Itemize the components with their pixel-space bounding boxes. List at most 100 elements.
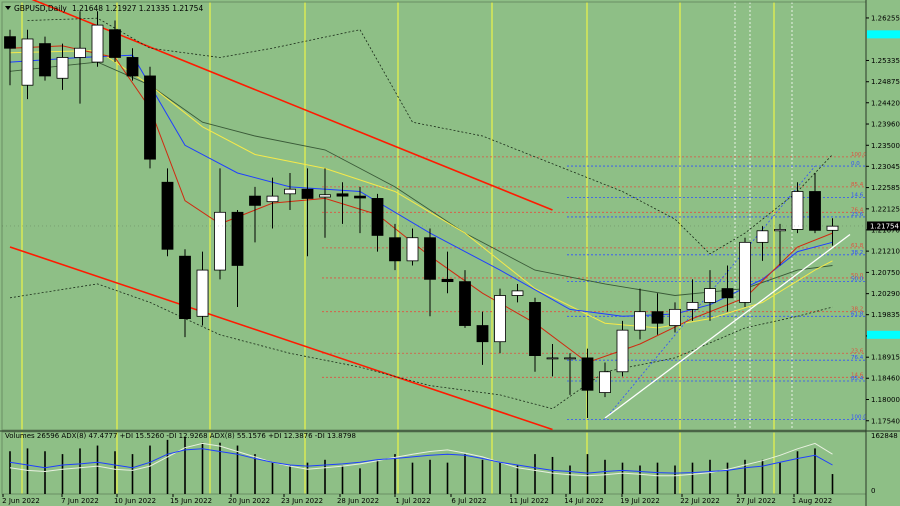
price-tick-label: 1.20290 bbox=[871, 290, 900, 298]
candle[interactable] bbox=[389, 223, 401, 271]
fib-label-red: 23.6 bbox=[851, 348, 864, 354]
price-axis: 1.26255 1.25335 1.24875 1.24420 1.23960 1.235… bbox=[865, 0, 900, 506]
adx-line-white bbox=[9, 442, 833, 477]
candle[interactable] bbox=[546, 344, 559, 377]
channel-lower-line bbox=[9, 246, 553, 431]
candle[interactable] bbox=[56, 43, 69, 90]
candle-body-bear bbox=[336, 193, 349, 197]
candle[interactable] bbox=[511, 283, 524, 303]
candle[interactable] bbox=[144, 66, 156, 169]
candle-body-bear bbox=[459, 281, 471, 326]
candle[interactable] bbox=[599, 362, 611, 398]
candle-body-bear bbox=[581, 357, 594, 391]
fib-label-blue: 14.6 bbox=[851, 193, 864, 199]
candle[interactable] bbox=[214, 168, 226, 280]
candle[interactable] bbox=[791, 182, 804, 234]
fib-label-blue: 23.6 bbox=[851, 212, 864, 218]
candle-body-bull bbox=[406, 237, 419, 262]
candle[interactable] bbox=[476, 311, 489, 365]
candle-body-bull bbox=[494, 295, 506, 343]
candle[interactable] bbox=[301, 168, 314, 257]
candle[interactable] bbox=[231, 209, 244, 308]
candle[interactable] bbox=[529, 297, 541, 372]
price-tick-label: 1.18460 bbox=[871, 375, 900, 383]
candle-body-bull bbox=[564, 357, 576, 360]
candle-body-bear bbox=[371, 198, 384, 236]
candle[interactable] bbox=[581, 348, 594, 418]
candle[interactable] bbox=[424, 228, 436, 317]
symbol-dropdown-icon[interactable] bbox=[5, 6, 11, 10]
current-price-tag bbox=[867, 221, 900, 231]
candle[interactable] bbox=[459, 270, 471, 328]
price-tick-label: 1.18915 bbox=[871, 354, 900, 362]
candle[interactable] bbox=[441, 251, 454, 294]
candle[interactable] bbox=[739, 237, 751, 308]
indicator-label: Volumes 26596 ADX(8) 47.4777 +DI 15.5260… bbox=[5, 432, 356, 440]
fib-label-blue: 85.4 bbox=[851, 376, 864, 382]
candle[interactable] bbox=[564, 353, 576, 395]
candle[interactable] bbox=[774, 223, 786, 266]
indicator-pane[interactable] bbox=[1, 431, 867, 495]
candle[interactable] bbox=[266, 177, 279, 229]
candle-body-bear bbox=[161, 181, 174, 250]
candle[interactable] bbox=[354, 186, 366, 234]
candle[interactable] bbox=[634, 288, 646, 340]
candle[interactable] bbox=[371, 193, 384, 252]
candle-body-bull bbox=[21, 38, 34, 86]
candle[interactable] bbox=[651, 293, 664, 335]
candle[interactable] bbox=[494, 288, 506, 354]
candle[interactable] bbox=[161, 168, 174, 257]
candle[interactable] bbox=[756, 226, 769, 261]
candle[interactable] bbox=[179, 249, 191, 338]
candle[interactable] bbox=[826, 218, 839, 246]
time-tick-label: 15 Jun 2022 bbox=[170, 497, 212, 505]
candle-body-bull bbox=[774, 229, 786, 232]
candle[interactable] bbox=[336, 182, 349, 224]
candle[interactable] bbox=[39, 36, 51, 81]
candle-body-bear bbox=[144, 75, 156, 160]
time-tick-label: 20 Jun 2022 bbox=[228, 497, 270, 505]
candle[interactable] bbox=[809, 173, 821, 234]
time-tick-label: 6 Jul 2022 bbox=[451, 497, 486, 505]
candle[interactable] bbox=[109, 20, 121, 63]
candle[interactable] bbox=[74, 11, 86, 104]
price-tick-label: 1.21210 bbox=[871, 248, 900, 256]
candle-body-bear bbox=[231, 211, 244, 266]
candle[interactable] bbox=[406, 228, 419, 266]
fib-label-red: 100.0 bbox=[851, 152, 867, 158]
adx-line-blue bbox=[9, 448, 833, 474]
time-tick-label: 23 Jun 2022 bbox=[281, 497, 323, 505]
candle[interactable] bbox=[4, 29, 16, 86]
price-tick-label: 1.19835 bbox=[871, 311, 900, 319]
fib-label-red: 85.4 bbox=[851, 182, 864, 188]
candle[interactable] bbox=[721, 265, 734, 312]
candle[interactable] bbox=[21, 29, 34, 100]
candle[interactable] bbox=[126, 48, 139, 81]
candle[interactable] bbox=[669, 302, 681, 333]
candle-body-bear bbox=[651, 311, 664, 324]
candle[interactable] bbox=[284, 173, 296, 210]
candle-body-bull bbox=[546, 357, 559, 360]
candle-body-bull bbox=[56, 57, 69, 79]
time-tick-label: 1 Aug 2022 bbox=[792, 497, 832, 505]
candle[interactable] bbox=[686, 279, 699, 321]
candle[interactable] bbox=[91, 11, 104, 67]
price-tick-label: 1.24420 bbox=[871, 99, 900, 107]
moving-average-yellow bbox=[9, 49, 833, 329]
candle-body-bull bbox=[739, 241, 751, 303]
candle-body-bear bbox=[301, 188, 314, 199]
candle[interactable] bbox=[196, 251, 209, 326]
fib-label-red: 14.6 bbox=[851, 372, 864, 378]
candle[interactable] bbox=[704, 270, 716, 321]
candle[interactable] bbox=[616, 320, 629, 377]
candle-body-bull bbox=[756, 230, 769, 243]
price-tick-label: 1.20750 bbox=[871, 269, 900, 277]
candle-body-bull bbox=[214, 211, 226, 271]
fib-label-blue: 76.4 bbox=[851, 355, 864, 361]
candle[interactable] bbox=[249, 186, 261, 243]
candle-body-bull bbox=[704, 288, 716, 303]
time-tick-label: 19 Jul 2022 bbox=[620, 497, 660, 505]
candle[interactable] bbox=[319, 168, 331, 238]
symbol-label: GBPUSD,Daily bbox=[14, 4, 67, 13]
